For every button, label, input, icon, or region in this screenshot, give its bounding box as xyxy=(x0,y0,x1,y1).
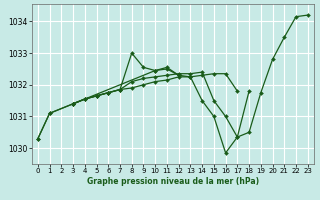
X-axis label: Graphe pression niveau de la mer (hPa): Graphe pression niveau de la mer (hPa) xyxy=(87,177,259,186)
